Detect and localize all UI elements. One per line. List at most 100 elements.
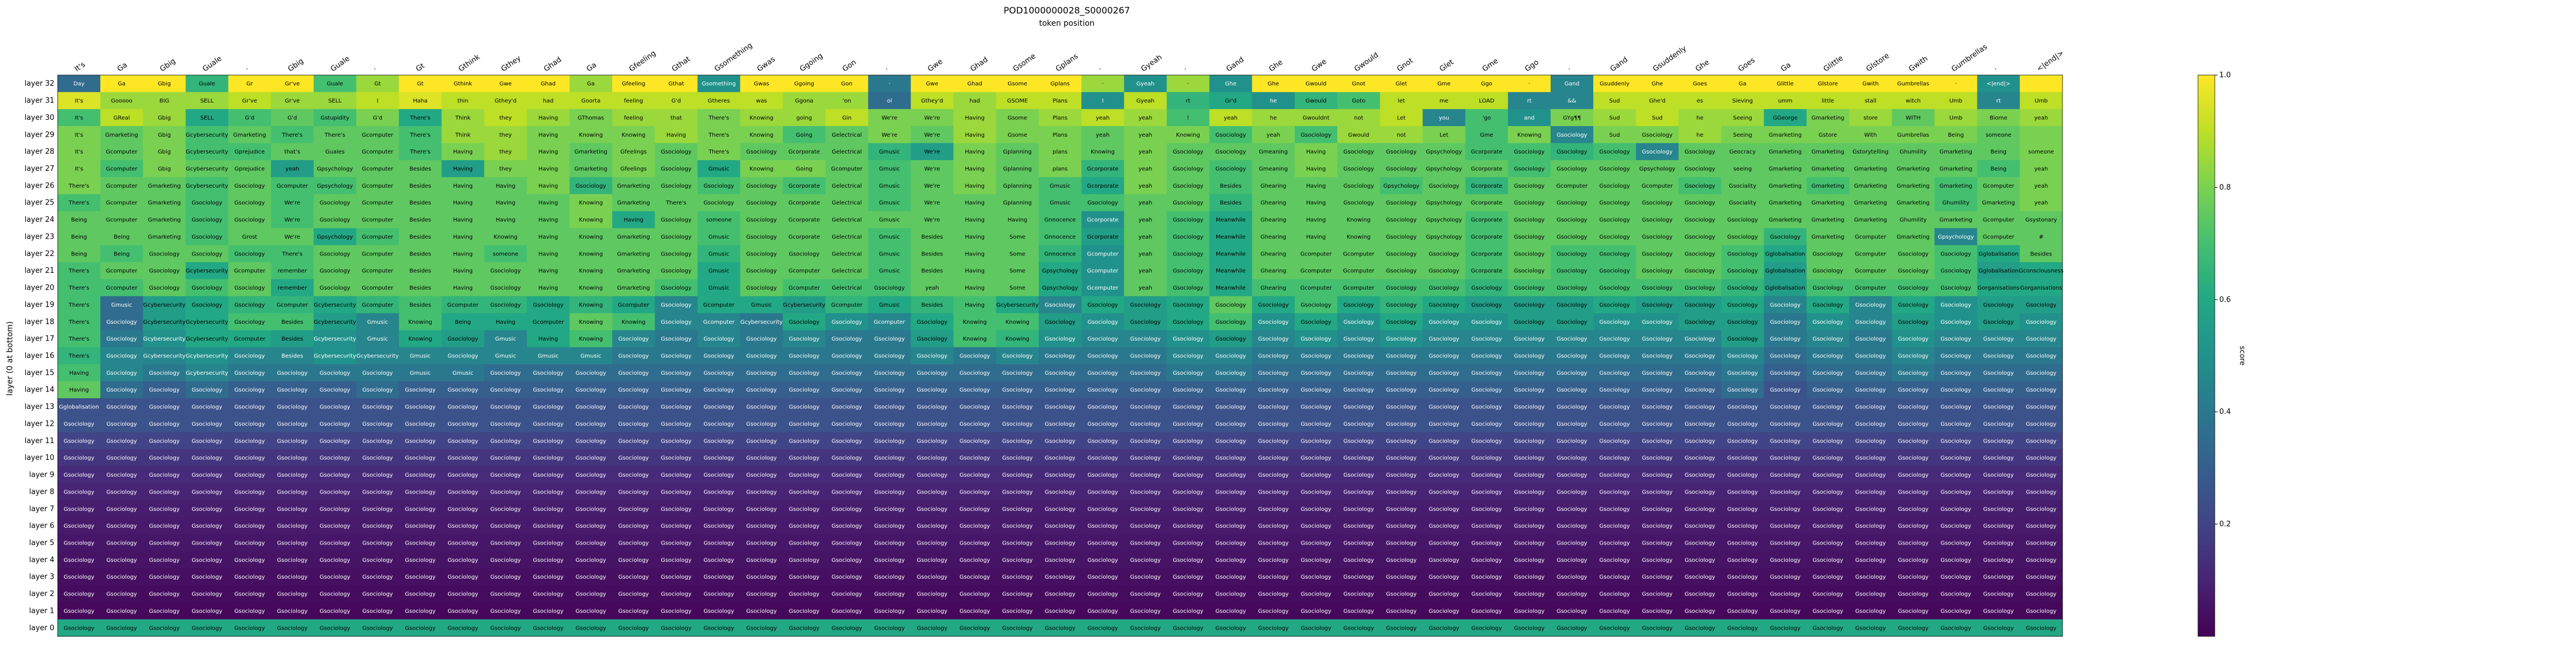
cell-label: Gsociology xyxy=(533,574,564,580)
heatmap-cell xyxy=(782,143,826,161)
cell-label: Gsociology xyxy=(1429,557,1459,564)
cell-label: Gsociology xyxy=(1855,353,1886,360)
heatmap-cell xyxy=(1849,109,1892,127)
heatmap-cell xyxy=(825,109,869,127)
cell-label: Gcomputer xyxy=(362,166,394,173)
cell-label: feeling xyxy=(624,98,643,104)
cell-label: Gsociology xyxy=(1386,541,1417,547)
cell-label: Gcomputer xyxy=(1641,183,1673,189)
cell-label: Knowing xyxy=(1091,149,1115,155)
heatmap-cell xyxy=(58,177,101,195)
heatmap-cell xyxy=(868,75,911,92)
heatmap-cell xyxy=(1038,245,1082,263)
cell-label: Gsociology xyxy=(1727,541,1758,547)
cell-label: Gsociology xyxy=(746,387,777,393)
cell-label: Gsociology xyxy=(1130,319,1161,325)
heatmap-cell xyxy=(1636,194,1679,212)
heatmap-cell xyxy=(1849,364,1892,382)
cell-label: Gsociology xyxy=(1599,625,1630,631)
cell-label: Gsociology xyxy=(1770,302,1801,308)
cell-label: Gsociology xyxy=(447,506,478,513)
heatmap-cell xyxy=(1294,211,1338,229)
cell-label: Gsociology xyxy=(1343,200,1374,206)
heatmap-cell xyxy=(1593,432,1636,450)
cell-label: Gsociology xyxy=(1343,353,1374,360)
heatmap-cell xyxy=(1465,330,1509,348)
cell-label: Knowing xyxy=(579,302,603,308)
heatmap-cell xyxy=(1892,330,1935,348)
heatmap-cell xyxy=(612,483,655,501)
cell-label: Let xyxy=(1397,115,1406,121)
heatmap-cell xyxy=(185,194,229,212)
cell-label: Gsociology xyxy=(1514,506,1545,513)
cell-label: Gsociology xyxy=(490,421,521,427)
cell-label: Gsociology xyxy=(1045,574,1076,580)
cell-label: Think xyxy=(455,132,471,138)
heatmap-cell xyxy=(484,262,528,280)
x-tick-label: Gfeeling xyxy=(628,49,657,73)
heatmap-cell xyxy=(1636,228,1679,246)
heatmap-cell xyxy=(740,466,783,484)
heatmap-cell xyxy=(356,262,399,280)
cell-label: Gsociology xyxy=(1258,489,1289,495)
cell-label: yeah xyxy=(925,285,939,291)
heatmap-cell xyxy=(996,75,1039,92)
heatmap-cell xyxy=(1124,160,1167,178)
heatmap-cell xyxy=(1038,109,1082,127)
heatmap-cell xyxy=(740,415,783,433)
cell-label: Gsociology xyxy=(2026,541,2057,547)
cell-label: Gsociology xyxy=(1642,285,1673,291)
cell-label: Gsociology xyxy=(362,608,393,615)
heatmap-cell xyxy=(143,466,186,484)
heatmap-cell xyxy=(1763,466,1807,484)
heatmap-cell xyxy=(1636,109,1679,127)
heatmap-cell xyxy=(399,415,442,433)
heatmap-cell xyxy=(825,449,869,467)
heatmap-cell xyxy=(270,245,314,263)
cell-label: Gsociology xyxy=(405,541,436,547)
heatmap-cell xyxy=(58,228,101,246)
heatmap-cell xyxy=(1593,245,1636,263)
heatmap-cell xyxy=(1763,228,1807,246)
cell-label: Gsociology xyxy=(1343,166,1374,173)
heatmap-cell xyxy=(441,211,485,229)
cell-label: Gsociology xyxy=(1173,592,1203,598)
cell-label: Gsociology xyxy=(1770,234,1801,240)
cell-label: Gsociology xyxy=(533,438,564,444)
cell-label: Gsociology xyxy=(1813,421,1844,427)
heatmap-cell xyxy=(228,500,272,518)
cell-label: Gsociology xyxy=(746,251,777,257)
y-tick-label: layer 31 xyxy=(25,97,54,105)
cell-label: Gsociology xyxy=(1215,319,1246,325)
cell-label: Knowing xyxy=(622,132,646,138)
cell-label: Gsociology xyxy=(192,251,222,257)
cell-label: Gsociology xyxy=(1940,608,1971,615)
cell-label: Having xyxy=(538,336,558,342)
cell-label: Gsociology xyxy=(1173,183,1203,189)
cell-label: Gmarketing xyxy=(617,183,650,189)
heatmap-cell xyxy=(484,313,528,331)
heatmap-cell xyxy=(526,432,570,450)
cell-label: Gsuddenly xyxy=(1600,81,1630,87)
heatmap-cell xyxy=(356,483,399,501)
cell-label: Gcybersecurity xyxy=(783,302,825,308)
cell-label: Gsociology xyxy=(320,557,351,564)
x-tick-label: Gnot xyxy=(1396,57,1415,73)
heatmap-cell xyxy=(143,381,186,399)
heatmap-cell xyxy=(1252,432,1295,450)
cell-label: Ghe xyxy=(1268,81,1279,87)
heatmap-cell xyxy=(740,245,783,263)
cell-label: Ghad xyxy=(967,81,982,87)
heatmap-cell xyxy=(1678,432,1722,450)
cell-label: Gr've xyxy=(285,81,300,87)
heatmap-cell xyxy=(270,92,314,110)
heatmap-cell xyxy=(697,296,741,314)
cell-label: Gsociology xyxy=(106,370,137,376)
heatmap-cell xyxy=(655,364,698,382)
cell-label: Gsociology xyxy=(1983,404,2014,411)
cell-label: Gsociology xyxy=(277,370,308,376)
heatmap-cell xyxy=(1593,381,1636,399)
cell-label: Gsociology xyxy=(1684,183,1715,189)
cell-label: Knowing xyxy=(749,166,773,173)
heatmap-cell xyxy=(58,211,101,229)
